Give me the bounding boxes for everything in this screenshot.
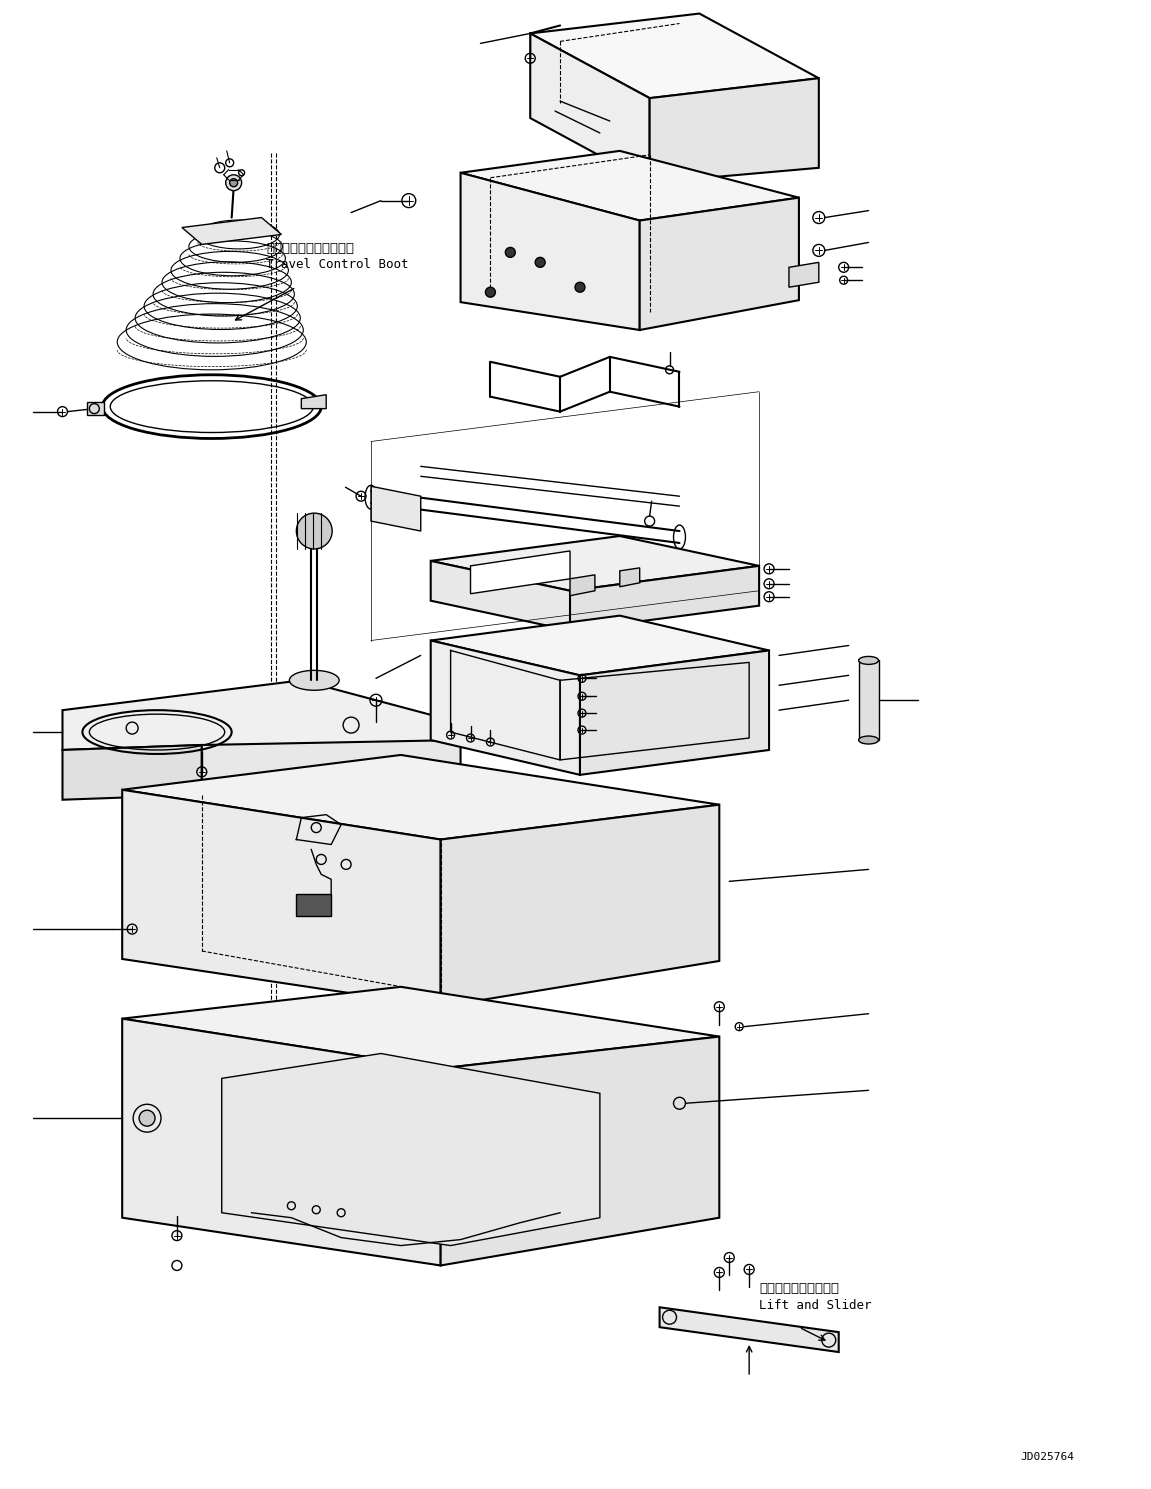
Polygon shape (122, 755, 719, 840)
Polygon shape (531, 13, 818, 98)
Polygon shape (201, 740, 460, 819)
Polygon shape (649, 79, 818, 183)
Polygon shape (460, 173, 640, 331)
Polygon shape (122, 789, 441, 1007)
Ellipse shape (289, 670, 340, 691)
Polygon shape (640, 198, 799, 331)
Circle shape (505, 247, 516, 258)
Polygon shape (580, 651, 769, 774)
Circle shape (296, 514, 333, 549)
Circle shape (576, 283, 585, 292)
Polygon shape (371, 487, 421, 532)
Polygon shape (570, 566, 760, 630)
Polygon shape (430, 536, 760, 591)
Polygon shape (471, 551, 570, 594)
Text: 走行コントロールブート: 走行コントロールブート (267, 243, 355, 256)
Circle shape (226, 174, 242, 191)
Bar (296, 895, 331, 916)
Polygon shape (122, 1018, 441, 1266)
Polygon shape (430, 640, 580, 774)
Polygon shape (460, 150, 799, 220)
Circle shape (139, 1111, 155, 1126)
Polygon shape (531, 33, 649, 183)
Polygon shape (122, 987, 719, 1069)
Circle shape (230, 179, 237, 186)
Polygon shape (62, 680, 460, 780)
Polygon shape (302, 395, 326, 408)
Polygon shape (441, 1036, 719, 1266)
Ellipse shape (859, 736, 878, 744)
Text: Travel Control Boot: Travel Control Boot (267, 259, 409, 271)
Polygon shape (430, 561, 570, 630)
Polygon shape (788, 262, 818, 287)
Text: リフトおよびスライダ: リフトおよびスライダ (760, 1282, 839, 1295)
Text: Lift and Slider: Lift and Slider (760, 1300, 871, 1312)
Polygon shape (441, 804, 719, 1007)
Polygon shape (660, 1307, 839, 1352)
Polygon shape (619, 567, 640, 587)
Polygon shape (430, 615, 769, 676)
Polygon shape (87, 402, 105, 414)
Circle shape (535, 258, 546, 268)
Polygon shape (182, 217, 282, 244)
Ellipse shape (859, 657, 878, 664)
Polygon shape (222, 1054, 600, 1246)
Circle shape (486, 287, 495, 298)
Text: JD025764: JD025764 (1021, 1452, 1075, 1462)
Polygon shape (570, 575, 595, 596)
Polygon shape (859, 661, 878, 740)
Polygon shape (62, 744, 201, 800)
